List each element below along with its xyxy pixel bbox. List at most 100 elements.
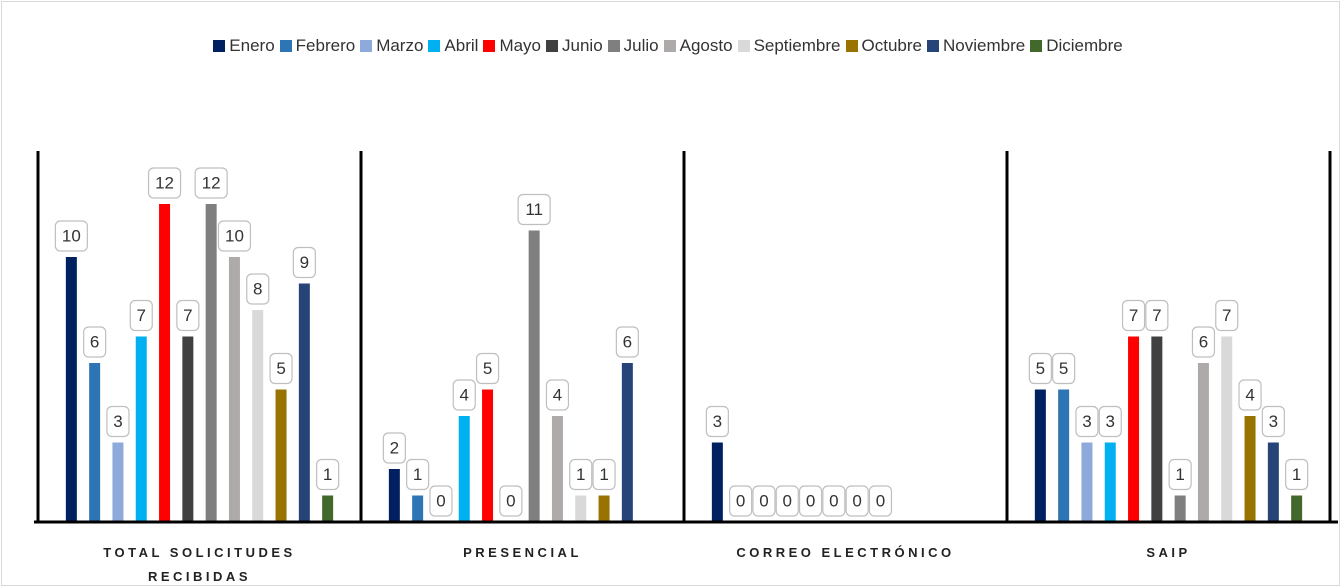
data-label-box <box>1098 405 1122 438</box>
data-label-box <box>545 379 570 411</box>
legend-label: Diciembre <box>1046 36 1123 55</box>
data-label: 12 <box>202 173 221 192</box>
bar <box>1104 442 1116 522</box>
data-label-box <box>269 352 293 385</box>
bar <box>159 204 171 522</box>
data-label: 3 <box>113 412 122 431</box>
data-label-box <box>868 485 893 517</box>
data-label: 9 <box>300 253 309 272</box>
data-label: 1 <box>1292 465 1301 484</box>
bar <box>482 389 494 522</box>
legend-swatch <box>483 40 496 52</box>
bar <box>1267 442 1279 522</box>
data-label: 1 <box>1175 465 1184 484</box>
legend-swatch <box>926 40 939 52</box>
bar <box>1081 442 1093 522</box>
data-label: 6 <box>1199 332 1208 351</box>
legend-swatch <box>279 40 292 52</box>
data-label: 0 <box>736 491 745 510</box>
bar <box>182 336 194 522</box>
data-label: 4 <box>460 385 469 404</box>
data-label: 10 <box>62 226 81 245</box>
data-label: 1 <box>323 465 332 484</box>
data-label-box <box>194 167 228 199</box>
bar <box>388 469 400 522</box>
bar <box>1174 495 1186 522</box>
x-tick-label: PRESENCIAL <box>463 545 582 560</box>
bar <box>551 416 563 522</box>
legend-swatch <box>607 40 620 52</box>
data-label: 7 <box>183 306 192 325</box>
data-label: 0 <box>852 491 861 510</box>
legend-label: Octubre <box>861 36 922 55</box>
legend-label: Marzo <box>376 36 424 55</box>
data-label: 0 <box>783 491 792 510</box>
data-label: 8 <box>253 279 262 298</box>
data-label-box <box>246 273 270 305</box>
data-label-box <box>752 485 776 517</box>
data-label-box <box>217 220 252 252</box>
data-label-box <box>517 193 551 226</box>
data-label-box <box>452 379 476 411</box>
data-label-box <box>106 405 130 438</box>
data-label-box <box>1052 352 1076 385</box>
data-label: 6 <box>90 332 99 351</box>
x-tick-label: CORREO ELECTRÓNICO <box>736 545 955 560</box>
data-label: 0 <box>436 491 445 510</box>
legend-label: Febrero <box>295 36 356 55</box>
data-label-box <box>406 458 430 491</box>
bar <box>1244 416 1256 522</box>
data-label: 5 <box>1036 359 1045 378</box>
data-label-box <box>1121 299 1146 332</box>
legend-swatch <box>1030 40 1043 52</box>
bar <box>112 442 124 522</box>
bar <box>575 495 587 522</box>
data-label: 3 <box>713 412 722 431</box>
data-label: 3 <box>1082 412 1091 431</box>
data-label-box <box>1075 405 1099 438</box>
legend-item: Diciembre <box>1030 36 1123 56</box>
data-label-box <box>316 458 340 491</box>
data-label: 0 <box>759 491 768 510</box>
data-label: 10 <box>225 226 244 245</box>
bar <box>298 283 310 522</box>
data-label: 5 <box>483 359 492 378</box>
data-label: 0 <box>806 491 815 510</box>
legend-swatch <box>663 40 676 52</box>
data-label: 0 <box>876 491 885 510</box>
data-label-box <box>382 432 406 464</box>
data-label: 3 <box>1106 412 1115 431</box>
bar <box>1058 389 1070 522</box>
bar <box>528 230 540 522</box>
data-label: 1 <box>599 465 608 484</box>
legend-item: Abril <box>428 36 478 56</box>
legend-label: Noviembre <box>942 36 1026 55</box>
data-label-box <box>176 299 200 332</box>
data-label: 4 <box>1245 385 1254 404</box>
bar <box>275 389 287 522</box>
legend-swatch <box>845 40 858 52</box>
legend-label: Abril <box>444 36 479 55</box>
data-label-box <box>798 485 823 517</box>
legend-item: Enero <box>213 36 275 56</box>
data-label-box <box>1238 379 1262 411</box>
bar <box>1151 336 1163 522</box>
data-label: 7 <box>1129 306 1138 325</box>
x-tick-label: SAIP <box>1146 545 1191 560</box>
data-label-box <box>1028 352 1052 385</box>
data-label-box <box>499 485 523 517</box>
data-label: 1 <box>576 465 585 484</box>
legend-item: Mayo <box>483 36 541 56</box>
bar <box>711 442 723 522</box>
data-label: 6 <box>623 332 632 351</box>
data-label: 3 <box>1269 412 1278 431</box>
legend-item: Junio <box>546 36 603 56</box>
data-label-box <box>822 485 846 517</box>
data-label-box <box>429 485 453 517</box>
data-label-box <box>775 485 799 517</box>
data-label-box <box>729 485 753 517</box>
data-label-box <box>1215 299 1239 332</box>
